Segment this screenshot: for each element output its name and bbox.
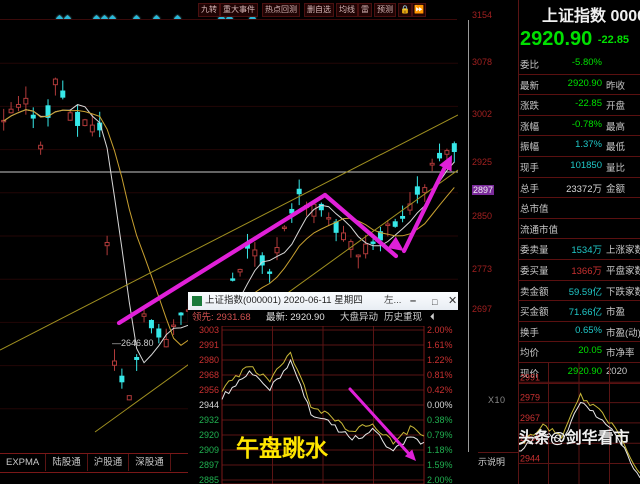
svg-text:2920: 2920 xyxy=(199,430,219,440)
svg-text:0.38%: 0.38% xyxy=(427,415,453,425)
svg-text:2967: 2967 xyxy=(520,413,540,423)
svg-text:1.22%: 1.22% xyxy=(427,355,453,365)
svg-text:2944: 2944 xyxy=(199,400,219,410)
svg-text:1.61%: 1.61% xyxy=(427,340,453,350)
svg-text:2897: 2897 xyxy=(199,460,219,470)
svg-text:2909: 2909 xyxy=(199,445,219,455)
svg-text:0.79%: 0.79% xyxy=(427,430,453,440)
svg-text:2944: 2944 xyxy=(520,454,540,464)
svg-text:2.00%: 2.00% xyxy=(427,475,453,484)
svg-text:2991: 2991 xyxy=(520,372,540,382)
svg-text:2979: 2979 xyxy=(520,393,540,403)
svg-text:0.00%: 0.00% xyxy=(427,400,453,410)
svg-text:0.81%: 0.81% xyxy=(427,370,453,380)
svg-text:2.00%: 2.00% xyxy=(427,326,453,335)
svg-text:3003: 3003 xyxy=(199,326,219,335)
svg-text:午盘跳水: 午盘跳水 xyxy=(236,435,329,461)
svg-text:2932: 2932 xyxy=(199,415,219,425)
svg-text:0.42%: 0.42% xyxy=(427,385,453,395)
svg-text:2991: 2991 xyxy=(199,340,219,350)
svg-text:1.59%: 1.59% xyxy=(427,460,453,470)
svg-text:1.18%: 1.18% xyxy=(427,445,453,455)
svg-text:2956: 2956 xyxy=(199,385,219,395)
svg-text:2885: 2885 xyxy=(199,475,219,484)
svg-text:2968: 2968 xyxy=(199,370,219,380)
svg-text:2980: 2980 xyxy=(199,355,219,365)
